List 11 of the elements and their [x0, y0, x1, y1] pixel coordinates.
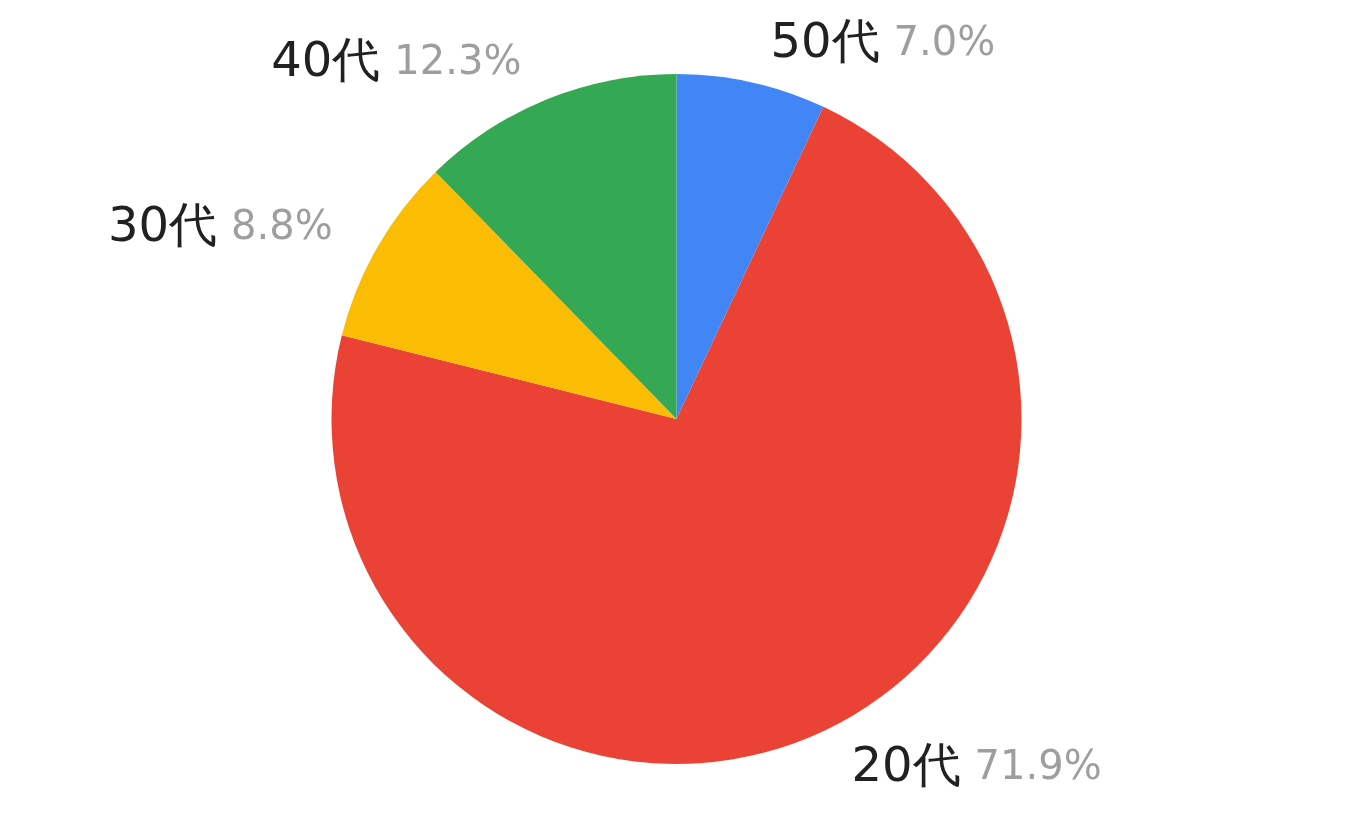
- pie-slice: [435, 74, 677, 419]
- pie-slice: [676, 74, 824, 419]
- slice-label: 40代: [271, 31, 381, 88]
- data-label: 71.9%: [974, 741, 1102, 788]
- slice-label: 30代: [107, 196, 218, 253]
- slice-label: 20代: [851, 735, 961, 792]
- data-label: 8.8%: [231, 202, 333, 249]
- data-label: 7.0%: [893, 18, 996, 65]
- data-label: 12.3%: [394, 37, 522, 84]
- slice-label: 50代: [770, 12, 880, 69]
- pie-slice: [341, 172, 677, 419]
